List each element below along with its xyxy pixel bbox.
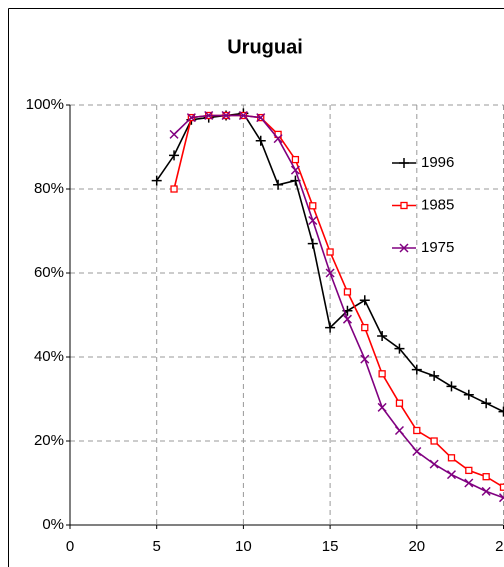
marker xyxy=(481,398,492,409)
y-tick-label: 80% xyxy=(34,180,64,197)
marker xyxy=(343,288,352,296)
chart-title: Uruguai xyxy=(227,36,303,58)
marker xyxy=(394,425,404,436)
marker xyxy=(151,175,162,186)
legend-label: 1975 xyxy=(421,239,454,256)
x-tick-label: 20 xyxy=(408,538,425,555)
marker xyxy=(378,370,386,378)
marker xyxy=(400,201,408,210)
marker xyxy=(308,215,318,226)
legend-label: 1985 xyxy=(421,196,454,213)
marker xyxy=(325,322,336,333)
marker xyxy=(395,399,404,407)
marker xyxy=(411,364,422,375)
marker xyxy=(255,135,266,146)
marker xyxy=(186,113,196,123)
marker xyxy=(204,110,214,121)
marker xyxy=(325,268,335,278)
y-tick-label: 100% xyxy=(26,96,64,113)
marker xyxy=(170,185,178,193)
x-tick-label: 25 xyxy=(495,538,504,555)
marker xyxy=(446,381,457,392)
series-line xyxy=(173,114,504,488)
marker xyxy=(256,113,266,123)
y-tick-label: 20% xyxy=(34,432,64,449)
marker xyxy=(273,179,284,190)
marker xyxy=(291,155,300,164)
marker xyxy=(499,483,504,491)
marker xyxy=(446,470,457,480)
marker xyxy=(290,165,300,175)
marker xyxy=(412,446,422,457)
marker xyxy=(377,331,388,341)
marker xyxy=(221,110,231,121)
x-tick-label: 10 xyxy=(235,538,252,555)
marker xyxy=(481,486,491,496)
marker xyxy=(447,454,456,462)
marker xyxy=(307,238,318,249)
legend-label: 1996 xyxy=(421,154,454,171)
marker xyxy=(238,110,248,121)
marker xyxy=(326,248,334,256)
marker xyxy=(429,459,439,469)
marker xyxy=(359,295,370,306)
marker xyxy=(463,389,474,400)
marker xyxy=(465,466,473,475)
marker xyxy=(342,314,352,324)
marker xyxy=(394,343,405,354)
marker xyxy=(430,437,438,445)
y-tick-label: 60% xyxy=(34,264,64,281)
marker xyxy=(360,354,370,364)
y-tick-label: 40% xyxy=(34,348,64,365)
marker xyxy=(361,323,369,332)
marker xyxy=(464,478,474,488)
marker xyxy=(482,473,490,481)
marker xyxy=(273,134,283,144)
marker xyxy=(169,150,180,161)
marker xyxy=(169,129,179,139)
x-tick-label: 0 xyxy=(66,538,74,555)
marker xyxy=(399,158,409,168)
x-tick-label: 5 xyxy=(153,538,161,555)
series-line xyxy=(173,114,504,499)
marker xyxy=(309,202,317,210)
marker xyxy=(498,406,504,417)
marker xyxy=(377,402,387,412)
x-tick-label: 15 xyxy=(322,538,339,555)
marker xyxy=(399,243,409,253)
marker xyxy=(429,370,440,381)
marker xyxy=(413,426,421,435)
y-tick-label: 0% xyxy=(42,516,64,533)
